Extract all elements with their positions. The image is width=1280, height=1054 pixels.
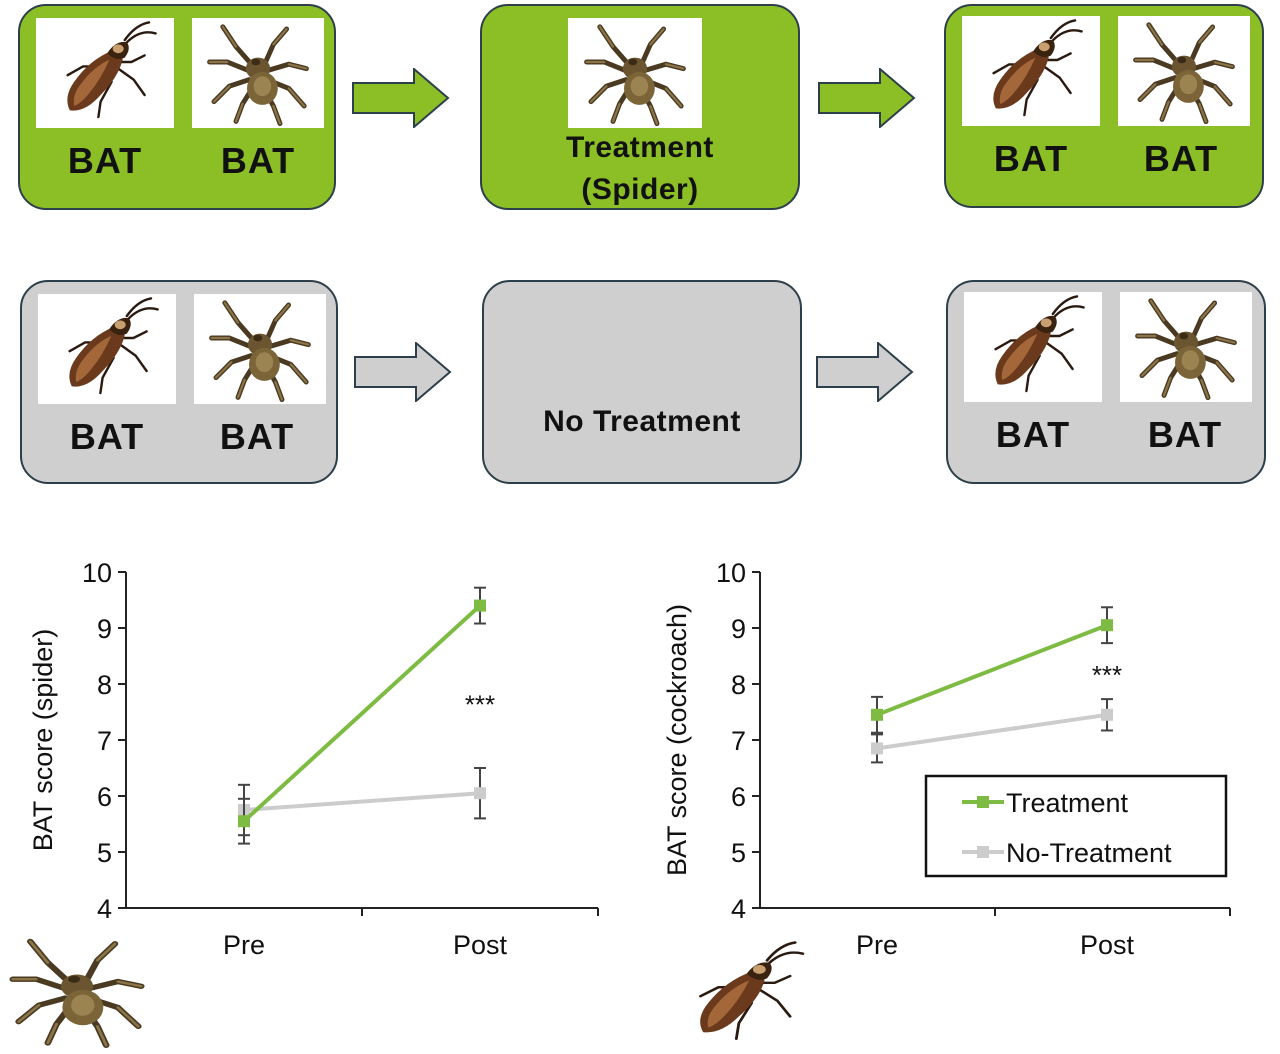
right-arrow-icon [352, 68, 450, 128]
right-arrow-icon [354, 342, 452, 402]
legend-box [924, 774, 1228, 878]
treatment-post-box: BAT BAT [944, 4, 1264, 208]
y-tick-label: 5 [97, 838, 112, 868]
significance-label: *** [1092, 660, 1122, 690]
treatment-pre-box: BAT BAT [18, 4, 336, 210]
bat-label: BAT [995, 414, 1071, 455]
bat-label: BAT [220, 140, 296, 181]
series-line-no-treatment [243, 791, 481, 812]
no-treatment-box: No Treatment [482, 280, 802, 484]
cockroach-icon [36, 18, 174, 128]
bat-label: BAT [69, 416, 145, 457]
legend-label: Treatment [1006, 788, 1129, 818]
y-tick-label: 10 [716, 558, 746, 588]
spider-icon [568, 18, 702, 128]
legend-label: No-Treatment [1006, 838, 1172, 868]
y-tick-label: 9 [731, 614, 746, 644]
legend-swatch-marker [977, 796, 989, 808]
no-treatment-label: No Treatment [543, 405, 741, 438]
spider-icon [1120, 292, 1252, 402]
control-pre-box: BAT BAT [20, 280, 338, 484]
data-point [871, 708, 883, 721]
y-axis-label: BAT score (cockroach) [662, 604, 692, 876]
y-tick-label: 6 [97, 782, 112, 812]
legend-swatch-marker [977, 846, 989, 858]
y-tick-label: 5 [731, 838, 746, 868]
control-post-box: BAT BAT [946, 280, 1266, 484]
y-axis-label: BAT score (spider) [28, 629, 58, 852]
cockroach-icon [38, 294, 176, 404]
series-line-treatment [242, 604, 482, 823]
x-tick-label: Post [1080, 930, 1135, 960]
right-arrow-icon [816, 342, 914, 402]
bat-label: BAT [67, 140, 143, 181]
cockroach-icon [680, 938, 808, 1050]
spider-icon [192, 18, 324, 128]
bat-label: BAT [219, 416, 295, 457]
data-point [1101, 619, 1113, 632]
cockroach-icon [962, 16, 1100, 126]
x-tick-label: Pre [223, 930, 265, 960]
y-tick-label: 10 [82, 558, 112, 588]
y-tick-label: 8 [731, 670, 746, 700]
cockroach-icon [964, 292, 1102, 402]
spider-icon [1118, 16, 1250, 126]
y-tick-label: 4 [97, 894, 112, 924]
treatment-label: Treatment [566, 131, 714, 164]
y-tick-label: 6 [731, 782, 746, 812]
significance-label: *** [465, 689, 495, 719]
x-tick-label: Pre [856, 930, 898, 960]
data-point [871, 742, 883, 755]
cockroach-bat-chart: 4 5 6 7 8 9 10 Pre Post BAT score (cockroach) *** T… [662, 558, 1231, 960]
data-point [474, 599, 486, 612]
bat-label: BAT [1147, 414, 1223, 455]
y-tick-label: 7 [97, 726, 112, 756]
series-line-treatment [876, 623, 1108, 717]
x-tick-label: Post [453, 930, 508, 960]
y-tick-label: 7 [731, 726, 746, 756]
series-line-no-treatment [876, 712, 1108, 751]
y-tick-label: 8 [97, 670, 112, 700]
spider-bat-chart: 4 5 6 7 8 9 10 Pre Post BAT score (spider) *** [28, 558, 599, 960]
spider-icon [4, 932, 150, 1050]
bat-label: BAT [1143, 138, 1219, 179]
data-point [238, 815, 250, 828]
data-point [474, 787, 486, 800]
y-tick-label: 4 [731, 894, 746, 924]
spider-icon [194, 294, 326, 404]
treatment-box: Treatment (Spider) [480, 4, 800, 210]
data-point [1101, 708, 1113, 721]
right-arrow-icon [818, 68, 916, 128]
treatment-sublabel: (Spider) [581, 173, 699, 206]
bat-label: BAT [993, 138, 1069, 179]
y-tick-label: 9 [97, 614, 112, 644]
